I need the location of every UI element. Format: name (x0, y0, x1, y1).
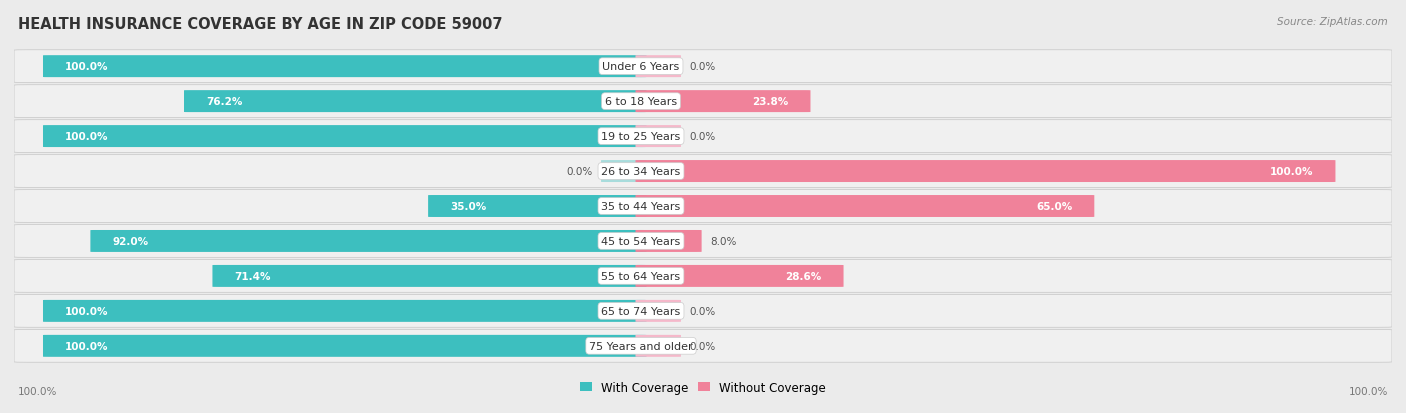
Text: 19 to 25 Years: 19 to 25 Years (602, 132, 681, 142)
Text: 0.0%: 0.0% (567, 166, 593, 177)
FancyBboxPatch shape (14, 260, 1392, 293)
Text: 75 Years and older: 75 Years and older (589, 341, 693, 351)
Legend: With Coverage, Without Coverage: With Coverage, Without Coverage (575, 376, 831, 399)
Text: 65.0%: 65.0% (1036, 202, 1073, 211)
Text: 28.6%: 28.6% (785, 271, 821, 281)
FancyBboxPatch shape (14, 51, 1392, 83)
FancyBboxPatch shape (636, 161, 1336, 183)
Text: 0.0%: 0.0% (689, 306, 716, 316)
Text: 45 to 54 Years: 45 to 54 Years (602, 236, 681, 247)
Text: 100.0%: 100.0% (65, 62, 108, 72)
Text: 100.0%: 100.0% (1348, 387, 1388, 396)
Text: 35.0%: 35.0% (450, 202, 486, 211)
Text: 65 to 74 Years: 65 to 74 Years (602, 306, 681, 316)
FancyBboxPatch shape (636, 126, 681, 148)
FancyBboxPatch shape (44, 56, 647, 78)
Text: 0.0%: 0.0% (689, 62, 716, 72)
Text: 100.0%: 100.0% (18, 387, 58, 396)
Text: 55 to 64 Years: 55 to 64 Years (602, 271, 681, 281)
Text: HEALTH INSURANCE COVERAGE BY AGE IN ZIP CODE 59007: HEALTH INSURANCE COVERAGE BY AGE IN ZIP … (18, 17, 503, 31)
FancyBboxPatch shape (44, 126, 647, 148)
FancyBboxPatch shape (636, 195, 1094, 218)
FancyBboxPatch shape (14, 225, 1392, 258)
FancyBboxPatch shape (427, 195, 647, 218)
FancyBboxPatch shape (636, 56, 681, 78)
FancyBboxPatch shape (636, 265, 844, 287)
Text: 35 to 44 Years: 35 to 44 Years (602, 202, 681, 211)
FancyBboxPatch shape (44, 300, 647, 322)
FancyBboxPatch shape (636, 335, 681, 357)
FancyBboxPatch shape (14, 330, 1392, 362)
Text: 100.0%: 100.0% (65, 132, 108, 142)
FancyBboxPatch shape (184, 91, 647, 113)
Text: 0.0%: 0.0% (689, 132, 716, 142)
Text: 71.4%: 71.4% (235, 271, 271, 281)
Text: 100.0%: 100.0% (65, 341, 108, 351)
Text: 26 to 34 Years: 26 to 34 Years (602, 166, 681, 177)
FancyBboxPatch shape (212, 265, 647, 287)
FancyBboxPatch shape (600, 161, 647, 183)
FancyBboxPatch shape (14, 190, 1392, 223)
Text: 0.0%: 0.0% (689, 341, 716, 351)
Text: 76.2%: 76.2% (207, 97, 242, 107)
Text: 100.0%: 100.0% (65, 306, 108, 316)
FancyBboxPatch shape (90, 230, 647, 252)
FancyBboxPatch shape (14, 155, 1392, 188)
FancyBboxPatch shape (14, 120, 1392, 153)
FancyBboxPatch shape (636, 300, 681, 322)
FancyBboxPatch shape (14, 295, 1392, 328)
Text: 6 to 18 Years: 6 to 18 Years (605, 97, 678, 107)
Text: Under 6 Years: Under 6 Years (602, 62, 679, 72)
FancyBboxPatch shape (14, 85, 1392, 118)
FancyBboxPatch shape (636, 91, 810, 113)
Text: Source: ZipAtlas.com: Source: ZipAtlas.com (1277, 17, 1388, 26)
Text: 23.8%: 23.8% (752, 97, 789, 107)
Text: 92.0%: 92.0% (112, 236, 149, 247)
Text: 100.0%: 100.0% (1270, 166, 1313, 177)
Text: 8.0%: 8.0% (710, 236, 737, 247)
FancyBboxPatch shape (44, 335, 647, 357)
FancyBboxPatch shape (636, 230, 702, 252)
